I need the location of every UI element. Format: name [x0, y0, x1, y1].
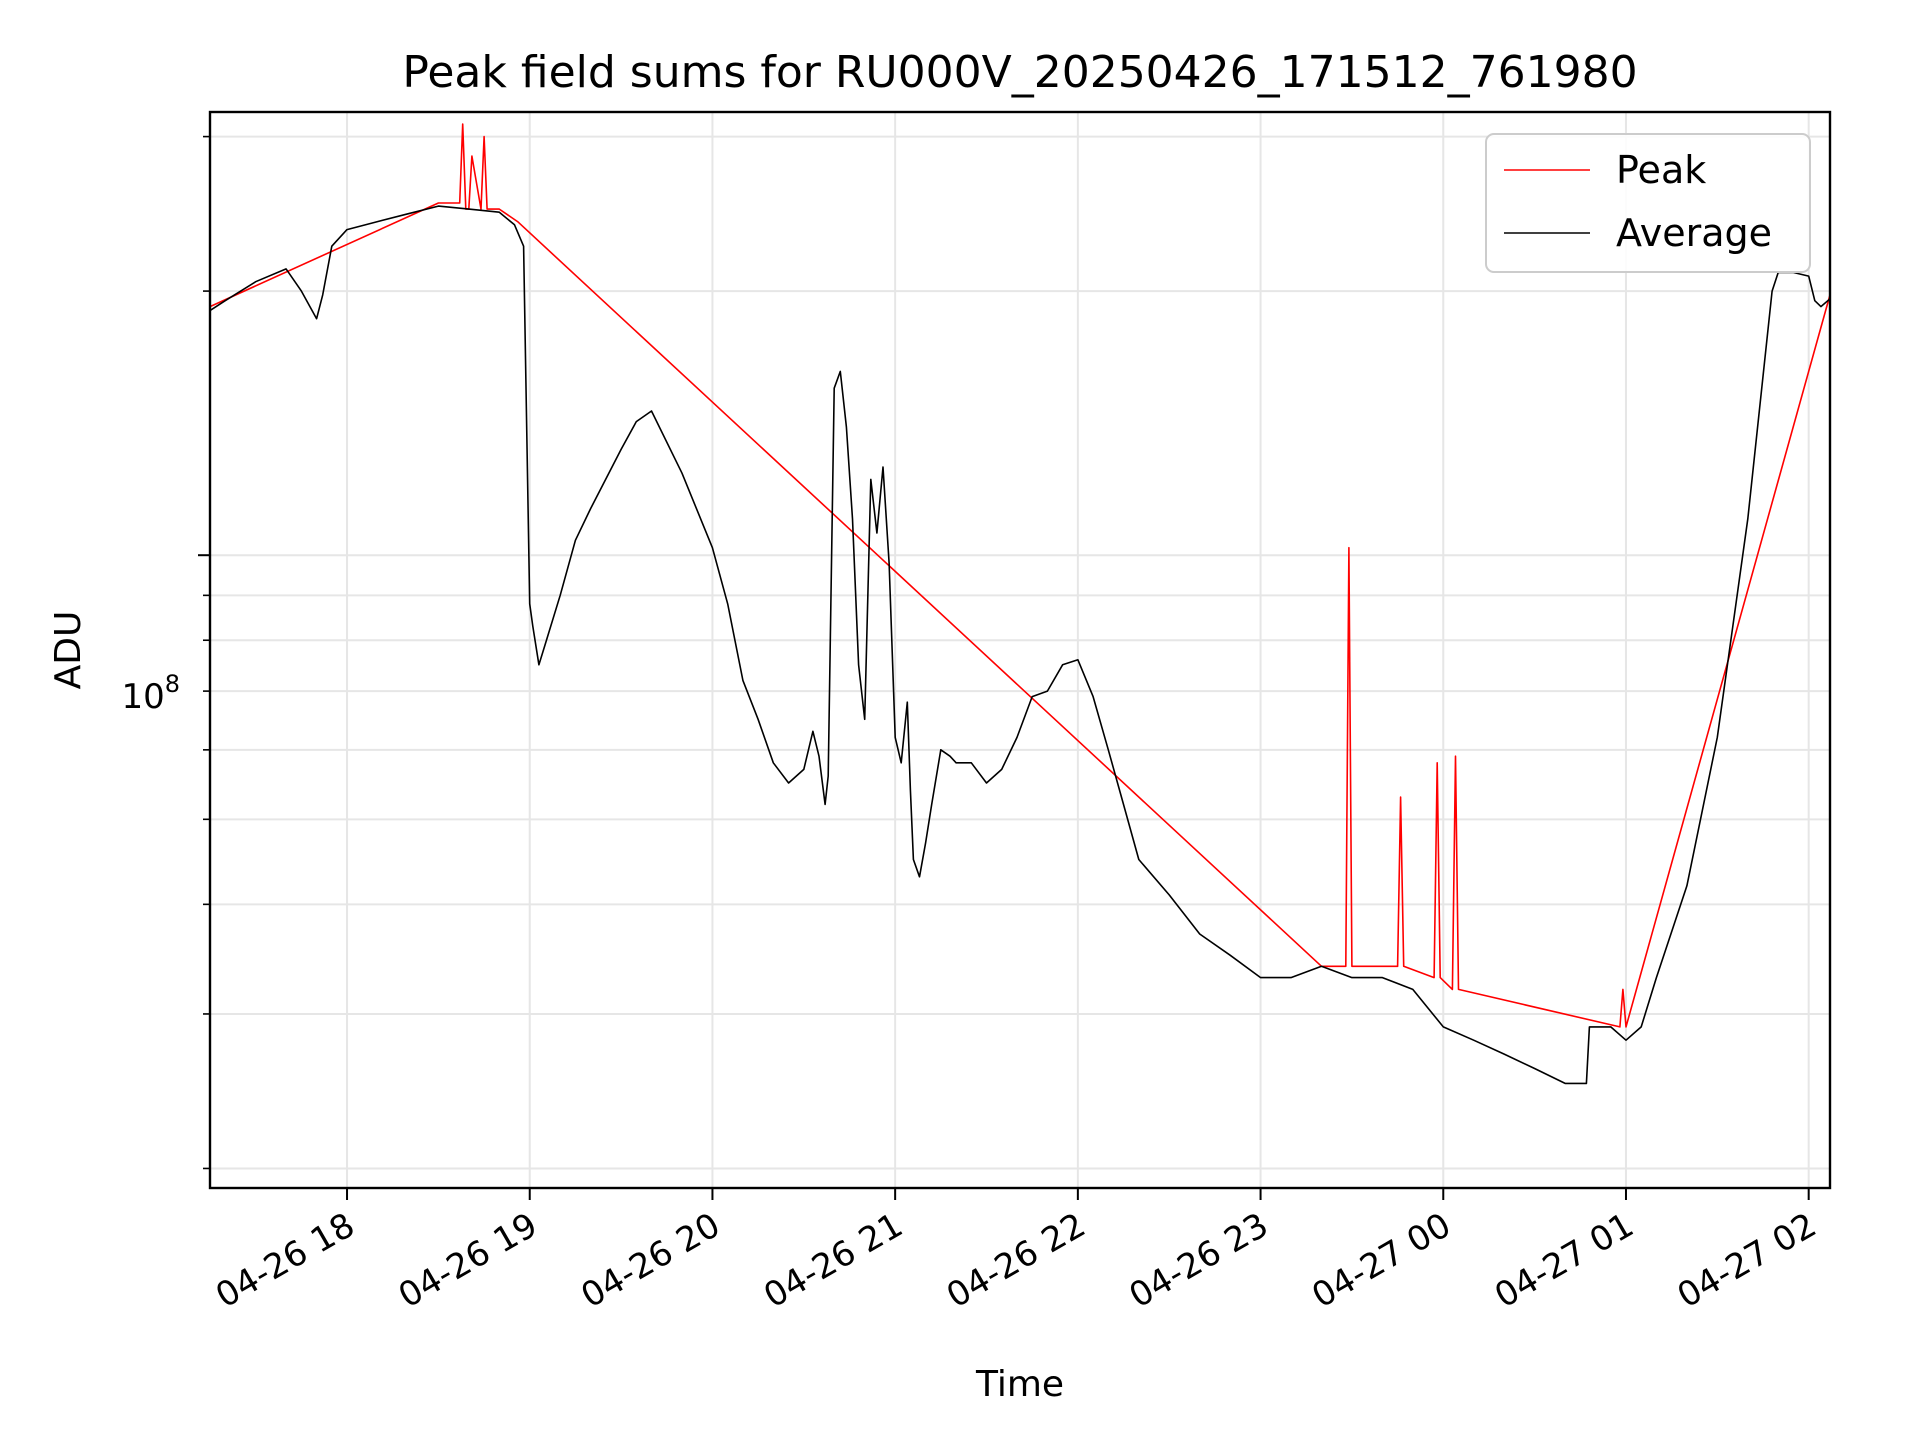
legend: Peak Average — [1485, 133, 1811, 273]
x-axis-label: Time — [975, 1364, 1064, 1405]
chart-title: Peak field sums for RU000V_20250426_1715… — [402, 47, 1637, 98]
legend-box — [1485, 133, 1811, 273]
y-axis-label: ADU — [48, 611, 89, 690]
y-tick-label: 108 — [121, 670, 180, 717]
y-tick-exponent: 8 — [165, 670, 180, 698]
series-line-average — [209, 205, 1831, 1085]
series-area — [209, 123, 1831, 1085]
plot-frame — [208, 110, 1832, 1190]
legend-label-average: Average — [1616, 211, 1772, 255]
legend-label-peak: Peak — [1616, 148, 1706, 192]
y-tick-base: 10 — [121, 677, 164, 717]
